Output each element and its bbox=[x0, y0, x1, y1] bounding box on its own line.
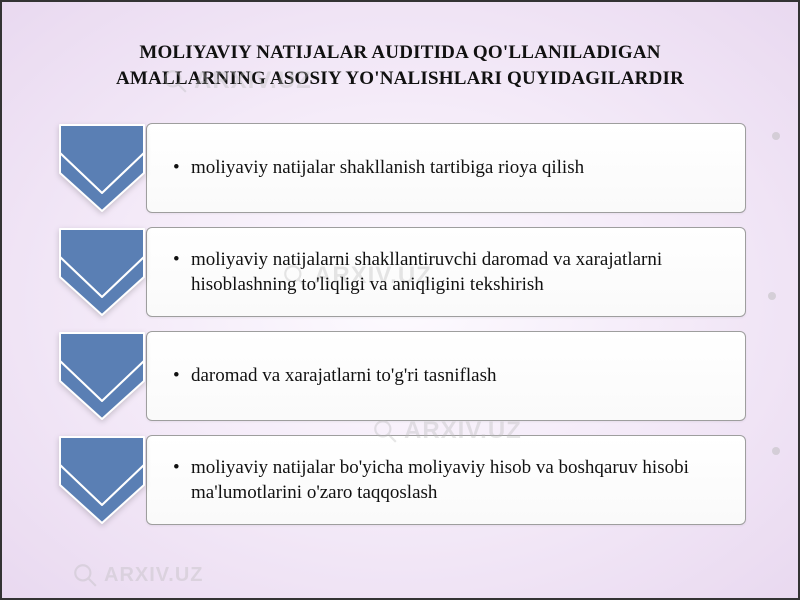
item-text: moliyaviy natijalar shakllanish tartibig… bbox=[173, 155, 584, 181]
watermark: ARXIV.UZ bbox=[72, 562, 204, 588]
decorative-dot bbox=[772, 447, 780, 455]
watermark-text: ARXIV.UZ bbox=[104, 564, 204, 587]
item-list: moliyaviy natijalar shakllanish tartibig… bbox=[50, 123, 750, 525]
item-text: moliyaviy natijalar bo'yicha moliyaviy h… bbox=[173, 455, 723, 506]
item-text: daromad va xarajatlarni to'g'ri tasnifla… bbox=[173, 363, 496, 389]
title-line: MOLIYAVIY NATIJALAR AUDITIDA QO'LLANILAD… bbox=[139, 42, 660, 63]
item-text-box: moliyaviy natijalarni shakllantiruvchi d… bbox=[146, 227, 746, 317]
list-item: moliyaviy natijalar bo'yicha moliyaviy h… bbox=[54, 435, 746, 525]
list-item: moliyaviy natijalarni shakllantiruvchi d… bbox=[54, 227, 746, 317]
item-text-box: moliyaviy natijalar bo'yicha moliyaviy h… bbox=[146, 435, 746, 525]
decorative-dot bbox=[772, 132, 780, 140]
search-icon bbox=[72, 562, 98, 588]
item-text-box: moliyaviy natijalar shakllanish tartibig… bbox=[146, 123, 746, 213]
slide-title: MOLIYAVIY NATIJALAR AUDITIDA QO'LLANILAD… bbox=[50, 40, 750, 91]
chevron-icon bbox=[54, 123, 150, 213]
item-text-box: daromad va xarajatlarni to'g'ri tasnifla… bbox=[146, 331, 746, 421]
chevron-icon bbox=[54, 331, 150, 421]
slide-container: ARXIV.UZ ARXIV.UZ ARXIV.UZ ARXIV.UZ MOLI… bbox=[0, 0, 800, 600]
item-text: moliyaviy natijalarni shakllantiruvchi d… bbox=[173, 247, 723, 298]
title-line: AMALLARNING ASOSIY YO'NALISHLARI QUYIDAG… bbox=[116, 68, 684, 89]
list-item: daromad va xarajatlarni to'g'ri tasnifla… bbox=[54, 331, 746, 421]
chevron-icon bbox=[54, 435, 150, 525]
list-item: moliyaviy natijalar shakllanish tartibig… bbox=[54, 123, 746, 213]
chevron-icon bbox=[54, 227, 150, 317]
decorative-dot bbox=[768, 292, 776, 300]
